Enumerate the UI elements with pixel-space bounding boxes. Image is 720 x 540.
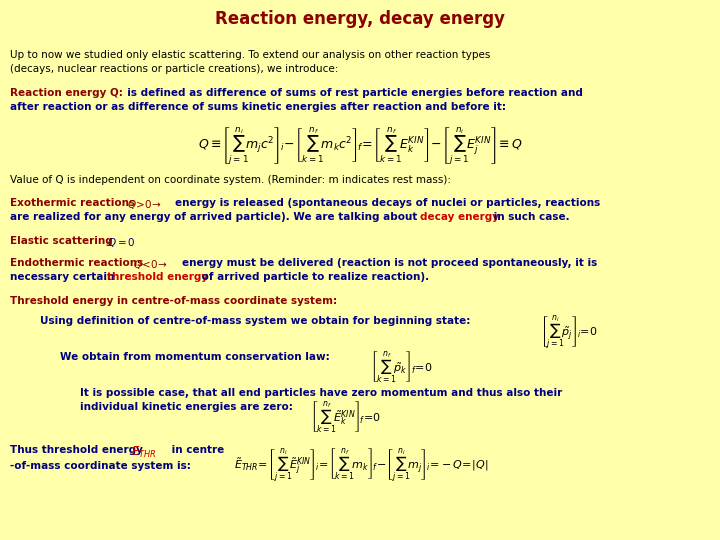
Text: Thus threshold energy: Thus threshold energy xyxy=(10,445,146,455)
Text: Value of Q is independent on coordinate system. (Reminder: m indicates rest mass: Value of Q is independent on coordinate … xyxy=(10,175,451,185)
Text: $\left[\sum_{k=1}^{n_f}\!\tilde{E}_k^{KIN}\right]_{\!f}\!=\!0$: $\left[\sum_{k=1}^{n_f}\!\tilde{E}_k^{KI… xyxy=(310,400,381,435)
Text: We obtain from momentum conservation law:: We obtain from momentum conservation law… xyxy=(60,352,330,362)
Text: Endothermic reactions: Endothermic reactions xyxy=(10,258,147,268)
Text: threshold energy: threshold energy xyxy=(107,272,208,282)
Text: energy is released (spontaneous decays of nuclei or particles, reactions: energy is released (spontaneous decays o… xyxy=(175,198,600,208)
Text: in centre: in centre xyxy=(168,445,224,455)
Text: $Q = 0$: $Q = 0$ xyxy=(107,236,136,249)
Text: Elastic scattering: Elastic scattering xyxy=(10,236,117,246)
Text: in such case.: in such case. xyxy=(490,212,570,222)
Text: $E_{THR}$: $E_{THR}$ xyxy=(131,445,156,460)
Text: Using definition of centre-of-mass system we obtain for beginning state:: Using definition of centre-of-mass syste… xyxy=(40,316,470,326)
Text: Exothermic reactions: Exothermic reactions xyxy=(10,198,139,208)
Text: are realized for any energy of arrived particle). We are talking about: are realized for any energy of arrived p… xyxy=(10,212,421,222)
Text: energy must be delivered (reaction is not proceed spontaneously, it is: energy must be delivered (reaction is no… xyxy=(182,258,598,268)
Text: $Q\!>\!0\!\rightarrow$: $Q\!>\!0\!\rightarrow$ xyxy=(127,198,162,211)
Text: Reaction energy, decay energy: Reaction energy, decay energy xyxy=(215,10,505,28)
Text: of arrived particle to realize reaction).: of arrived particle to realize reaction)… xyxy=(198,272,429,282)
Text: $\left[\sum_{j=1}^{n_i}\!\tilde{p}_j\right]_{\!i}\!=\!0$: $\left[\sum_{j=1}^{n_i}\!\tilde{p}_j\rig… xyxy=(540,314,598,353)
Text: Up to now we studied only elastic scattering. To extend our analysis on other re: Up to now we studied only elastic scatte… xyxy=(10,50,490,60)
Text: Reaction energy Q:: Reaction energy Q: xyxy=(10,88,123,98)
Text: Threshold energy in centre-of-mass coordinate system:: Threshold energy in centre-of-mass coord… xyxy=(10,296,337,306)
Text: $Q\!<\!0\!\rightarrow$: $Q\!<\!0\!\rightarrow$ xyxy=(133,258,168,271)
Text: is defined as difference of sums of rest particle energies before reaction and: is defined as difference of sums of rest… xyxy=(120,88,583,98)
Text: necessary certain: necessary certain xyxy=(10,272,118,282)
Text: It is possible case, that all end particles have zero momentum and thus also the: It is possible case, that all end partic… xyxy=(80,388,562,398)
Text: $\left[\sum_{k=1}^{n_f}\!\tilde{p}_k\right]_{\!f}\!=\!0$: $\left[\sum_{k=1}^{n_f}\!\tilde{p}_k\rig… xyxy=(370,350,433,385)
Text: -of-mass coordinate system is:: -of-mass coordinate system is: xyxy=(10,461,191,471)
Text: individual kinetic energies are zero:: individual kinetic energies are zero: xyxy=(80,402,293,412)
Text: $Q\equiv\!\left[\sum_{j=1}^{n_i}\!m_j c^2\right]_{\!i}\!-\!\left[\sum_{k=1}^{n_f: $Q\equiv\!\left[\sum_{j=1}^{n_i}\!m_j c^… xyxy=(198,126,522,167)
Text: (decays, nuclear reactions or particle creations), we introduce:: (decays, nuclear reactions or particle c… xyxy=(10,64,338,74)
Text: $\tilde{E}_{THR}\!=\!\left[\sum_{j=1}^{n_i}\!\tilde{E}_j^{KIN}\right]_{\!i}\!=\!: $\tilde{E}_{THR}\!=\!\left[\sum_{j=1}^{n… xyxy=(234,446,488,484)
Text: after reaction or as difference of sums kinetic energies after reaction and befo: after reaction or as difference of sums … xyxy=(10,102,506,112)
Text: decay energy: decay energy xyxy=(420,212,499,222)
